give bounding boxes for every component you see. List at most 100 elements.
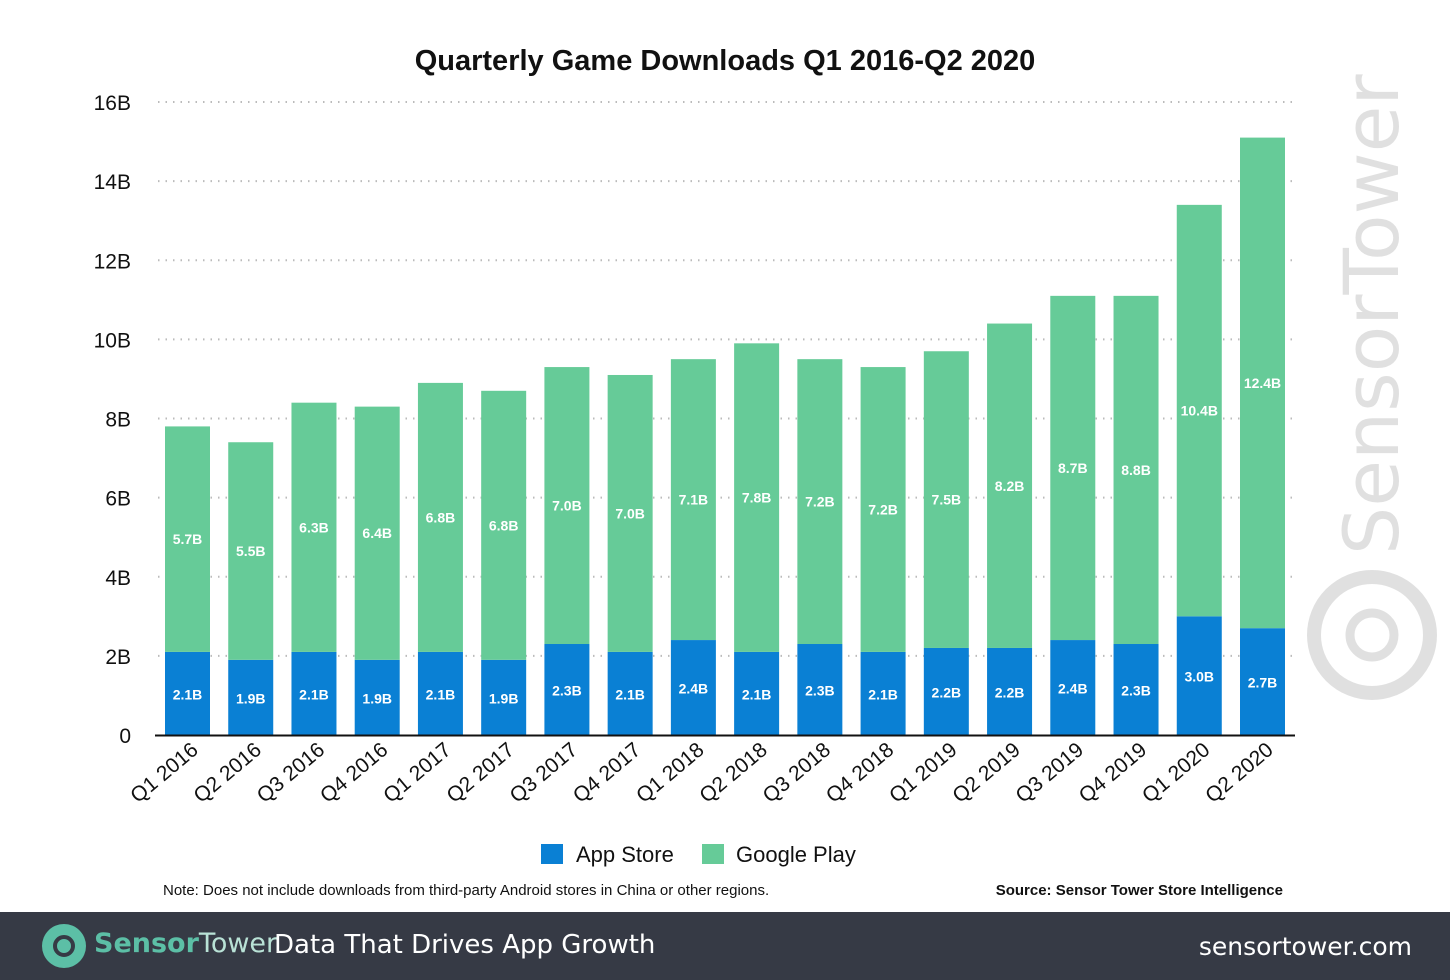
data-label: 2.1B: [426, 686, 456, 702]
bar-app-store: [417, 651, 463, 735]
y-tick-label: 16B: [94, 92, 131, 115]
bar-google-play: [481, 390, 527, 660]
x-tick-label: Q1 2018: [632, 738, 709, 807]
bar-app-store: [165, 651, 210, 735]
x-tick-label: Q4 2018: [822, 738, 899, 807]
bar-google-play: [165, 426, 210, 652]
chart-note: Note: Does not include downloads from th…: [163, 882, 769, 899]
data-label: 2.3B: [805, 683, 835, 699]
watermark-text: SensorTower: [1327, 74, 1416, 555]
y-tick-label: 12B: [94, 250, 131, 273]
bar-google-play: [860, 367, 906, 652]
data-label: 2.1B: [615, 686, 645, 702]
y-tick-label: 0: [119, 725, 131, 748]
data-label: 2.4B: [679, 681, 709, 697]
data-label: 3.0B: [1184, 669, 1214, 685]
legend: App Store Google Play: [541, 842, 856, 867]
bar-app-store: [228, 659, 274, 735]
x-tick-label: Q1 2017: [379, 738, 456, 807]
data-label: 8.7B: [1058, 460, 1088, 476]
footer-url[interactable]: sensortower.com: [1198, 932, 1412, 961]
x-tick-label: Q2 2018: [695, 738, 772, 807]
data-label: 2.1B: [742, 686, 772, 702]
x-tick-label: Q2 2016: [189, 738, 266, 807]
data-label: 7.5B: [932, 492, 962, 508]
x-tick-label: Q1 2016: [126, 738, 203, 807]
bar-google-play: [1240, 137, 1285, 629]
data-label: 7.8B: [742, 490, 772, 506]
y-tick-label: 2B: [105, 646, 131, 669]
x-tick-label: Q3 2017: [506, 738, 583, 807]
data-label: 6.4B: [362, 525, 392, 541]
data-label: 2.3B: [552, 683, 582, 699]
data-label: 12.4B: [1244, 375, 1281, 391]
data-label: 2.2B: [995, 684, 1025, 700]
data-label: 2.2B: [932, 684, 962, 700]
chart-source: Source: Sensor Tower Store Intelligence: [996, 882, 1283, 899]
x-tick-label: Q1 2020: [1138, 738, 1215, 807]
legend-swatch-app-store: [541, 844, 563, 864]
bar-google-play: [228, 442, 274, 660]
legend-label-app-store: App Store: [576, 842, 674, 867]
data-label: 7.2B: [868, 501, 898, 517]
x-tick-label: Q4 2016: [316, 738, 393, 807]
bar-google-play: [1113, 295, 1159, 645]
bar-app-store: [354, 659, 400, 735]
x-tick-label: Q3 2019: [1011, 738, 1088, 807]
x-tick-label: Q2 2019: [948, 738, 1025, 807]
sensortower-logo-icon: [42, 924, 86, 968]
bar-app-store: [291, 651, 337, 735]
x-tick-label: Q3 2016: [253, 738, 330, 807]
data-label: 1.9B: [489, 690, 519, 706]
bar-google-play: [607, 374, 653, 652]
legend-swatch-google-play: [702, 844, 724, 864]
data-label: 1.9B: [236, 690, 266, 706]
y-tick-label: 6B: [105, 488, 131, 511]
data-label: 6.8B: [426, 509, 456, 525]
bar-app-store: [670, 640, 716, 735]
data-label: 2.3B: [1121, 683, 1151, 699]
data-label: 7.0B: [552, 498, 582, 514]
x-tick-label: Q4 2019: [1075, 738, 1152, 807]
bar-app-store: [1176, 616, 1222, 735]
data-label: 7.1B: [679, 492, 709, 508]
y-tick-label: 10B: [94, 329, 131, 352]
bar-google-play: [734, 343, 780, 652]
bar-app-store: [544, 644, 590, 735]
legend-label-google-play: Google Play: [736, 842, 856, 867]
footer-banner: SensorTower Data That Drives App Growth …: [0, 912, 1450, 980]
bar-app-store: [1113, 644, 1159, 735]
watermark-logo-icon: [1307, 570, 1437, 700]
chart-title: Quarterly Game Downloads Q1 2016-Q2 2020: [415, 45, 1036, 77]
data-label: 1.9B: [362, 690, 392, 706]
bar-google-play: [797, 359, 843, 645]
bar-app-store: [1050, 640, 1096, 735]
bar-app-store: [607, 651, 653, 735]
data-label: 2.4B: [1058, 681, 1088, 697]
x-tick-label: Q4 2017: [569, 738, 646, 807]
bar-app-store: [860, 651, 906, 735]
bar-google-play: [987, 323, 1033, 648]
data-label: 6.8B: [489, 517, 519, 533]
data-label: 10.4B: [1181, 403, 1218, 419]
x-tick-label: Q3 2018: [759, 738, 836, 807]
bar-app-store: [481, 659, 527, 735]
data-label: 6.3B: [299, 519, 329, 535]
y-tick-label: 8B: [105, 409, 131, 432]
bar-app-store: [734, 651, 780, 735]
footer-tagline: Data That Drives App Growth: [274, 930, 656, 960]
bar-google-play: [923, 351, 969, 648]
data-label: 5.5B: [236, 543, 266, 559]
y-tick-label: 14B: [94, 171, 131, 194]
bar-app-store: [797, 644, 843, 735]
sensortower-watermark: SensorTower: [1307, 74, 1437, 700]
data-label: 2.1B: [173, 686, 203, 702]
bar-app-store: [923, 647, 969, 735]
y-tick-label: 4B: [105, 567, 131, 590]
x-tick-label: Q2 2020: [1201, 738, 1278, 807]
chart: Quarterly Game Downloads Q1 2016-Q2 2020…: [94, 45, 1437, 899]
bar-app-store: [987, 647, 1033, 735]
bar-google-play: [354, 406, 400, 660]
data-label: 8.2B: [995, 478, 1025, 494]
bar-google-play: [544, 367, 590, 645]
